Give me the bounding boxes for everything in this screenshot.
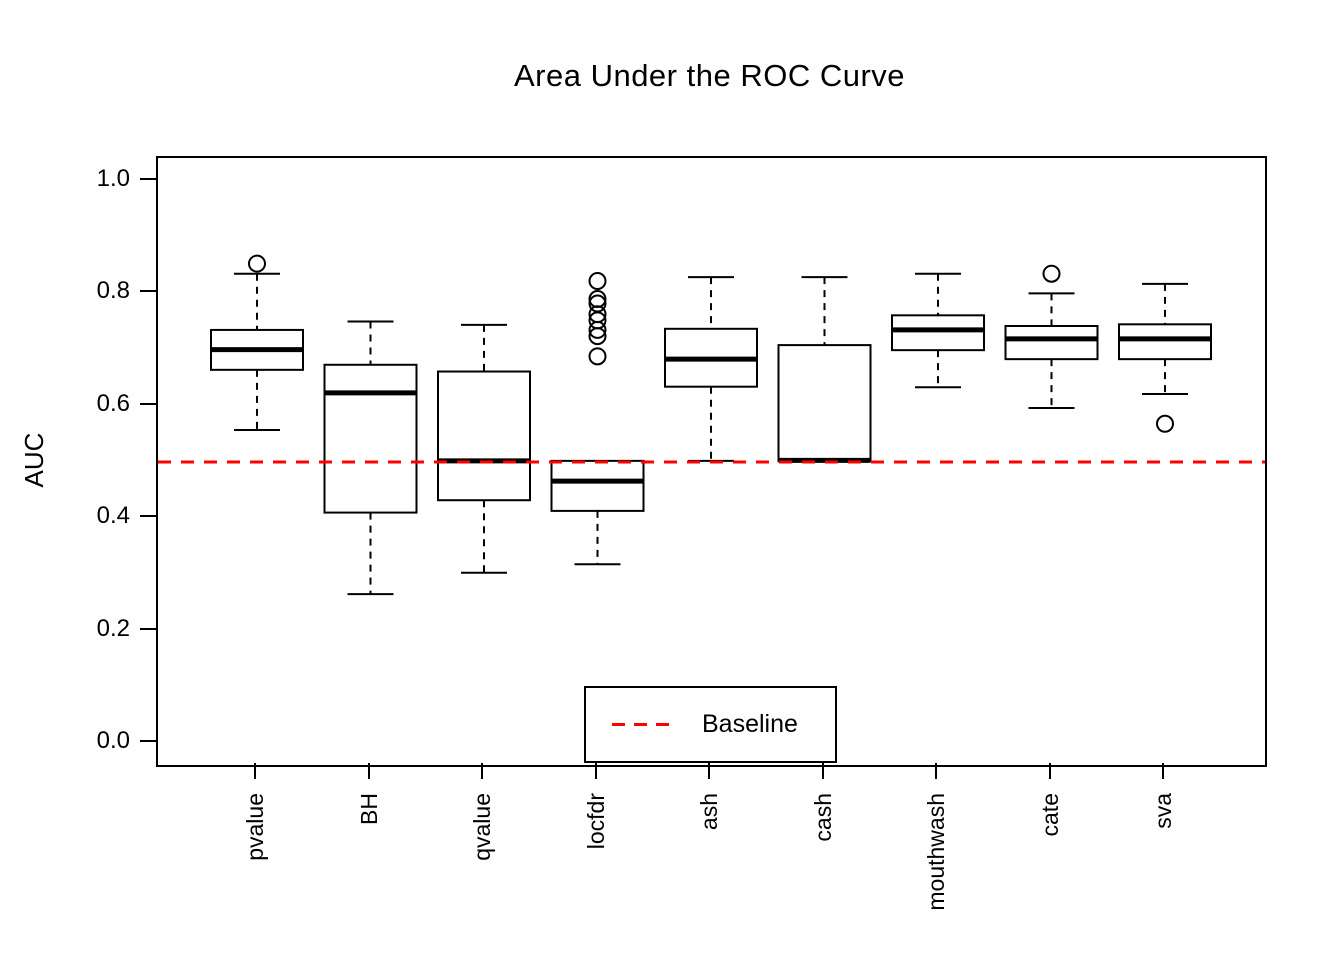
box-qvalue — [437, 370, 531, 502]
outlier-locfdr — [588, 327, 607, 346]
box-BH — [323, 363, 418, 514]
outlier-locfdr — [588, 320, 607, 339]
y-tick-label: 0.4 — [96, 502, 130, 530]
outlier-cate — [1042, 264, 1061, 283]
y-tick — [140, 402, 156, 405]
x-tick-label-cate: cate — [1036, 793, 1063, 837]
box-cash — [777, 344, 872, 462]
outlier-locfdr — [588, 347, 607, 366]
plot-area — [156, 156, 1267, 767]
box-cate — [1004, 324, 1099, 361]
outlier-sva — [1156, 414, 1174, 433]
x-tick-label-sva: sva — [1150, 793, 1176, 829]
x-tick-label-locfdr: locfdr — [582, 793, 609, 850]
x-tick-label-cash: cash — [809, 793, 836, 842]
y-axis-label: AUC — [19, 432, 49, 488]
x-tick-label-qvalue: qvalue — [469, 793, 495, 861]
x-tick — [254, 763, 256, 779]
chart-title: Area Under the ROC Curve — [513, 58, 906, 93]
x-tick-label-mouthwash: mouthwash — [923, 793, 949, 911]
y-tick — [140, 178, 156, 180]
y-tick — [140, 627, 156, 630]
x-tick — [935, 763, 937, 779]
y-tick-label: 0.2 — [96, 614, 130, 642]
y-tick — [140, 515, 156, 518]
x-tick — [1162, 763, 1164, 779]
x-tick — [708, 763, 710, 779]
box-sva — [1118, 323, 1212, 361]
y-tick-label: 0.8 — [96, 277, 130, 305]
outlier-locfdr — [588, 272, 607, 291]
boxplot-svg — [158, 254, 1265, 596]
x-tick-label-pvalue: pvalue — [242, 793, 268, 861]
y-tick-label: 0.0 — [96, 727, 130, 754]
y-tick-label: 0.6 — [96, 389, 130, 417]
x-tick — [367, 763, 370, 779]
x-tick — [481, 763, 483, 779]
y-tick-label: 1.0 — [96, 165, 130, 192]
x-tick-label-ash: ash — [696, 793, 722, 831]
outlier-pvalue — [248, 254, 266, 273]
y-tick — [140, 290, 156, 293]
y-tick — [140, 740, 156, 742]
x-tick — [1048, 763, 1051, 779]
legend: Baseline — [584, 686, 837, 763]
legend-baseline-dash-icon — [612, 723, 670, 726]
x-tick — [594, 763, 597, 779]
box-locfdr — [550, 459, 645, 512]
legend-baseline-label: Baseline — [702, 710, 798, 738]
box-mouthwash — [891, 314, 985, 352]
x-tick-label-BH: BH — [355, 793, 382, 825]
x-tick — [821, 763, 824, 779]
